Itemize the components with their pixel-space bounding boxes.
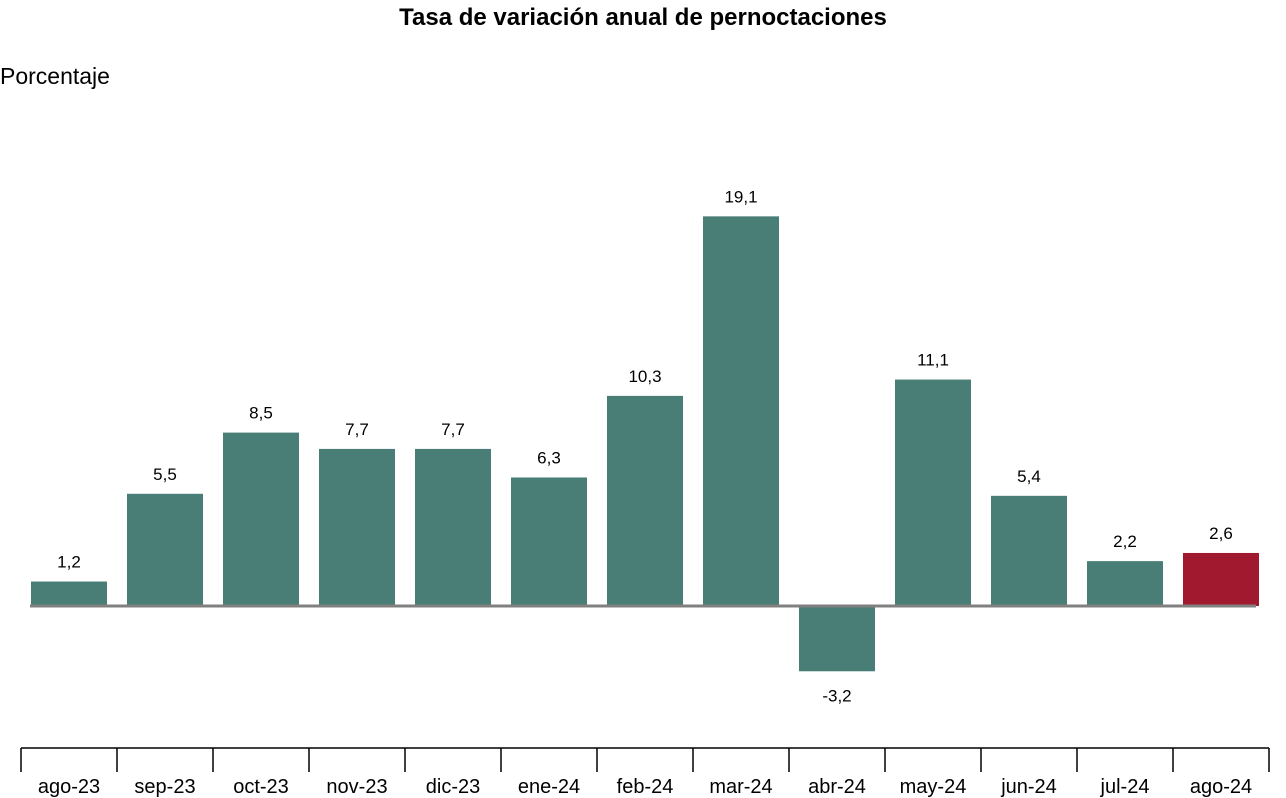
data-label: 7,7 xyxy=(441,420,465,439)
bar xyxy=(511,477,587,606)
x-tick-label: nov-23 xyxy=(326,776,387,798)
x-tick-label: may-24 xyxy=(900,776,967,798)
data-label: 11,1 xyxy=(917,351,949,370)
x-tick-label: ene-24 xyxy=(518,776,580,798)
data-label: 19,1 xyxy=(724,187,757,206)
x-tick-label: sep-23 xyxy=(134,776,195,798)
data-label: 10,3 xyxy=(628,367,661,386)
data-label: 7,7 xyxy=(345,420,369,439)
bar xyxy=(127,493,203,606)
x-tick-label: jul-24 xyxy=(1100,776,1150,798)
data-label: 1,2 xyxy=(57,553,81,572)
bar xyxy=(1183,552,1259,606)
value-labels-group: 1,2 5,5 8,5 7,7 7,7 6,3 10,3 19,1 -3,2 11,1 5,4 2,2… xyxy=(57,187,1233,705)
x-tick-label: ago-23 xyxy=(38,776,100,798)
bar xyxy=(1087,561,1163,606)
bars-group xyxy=(31,216,1259,672)
data-label: 2,2 xyxy=(1113,532,1137,551)
x-tick-label: mar-24 xyxy=(709,776,772,798)
data-label: -3,2 xyxy=(822,686,851,705)
data-label: 8,5 xyxy=(249,404,273,423)
x-tick-label: feb-24 xyxy=(617,776,674,798)
bar xyxy=(703,216,779,607)
x-tick-label: oct-23 xyxy=(233,776,289,798)
data-label: 5,5 xyxy=(153,465,177,484)
data-label: 6,3 xyxy=(537,448,561,467)
chart-title: Tasa de variación anual de pernoctacione… xyxy=(399,4,887,31)
x-tick-label: ago-24 xyxy=(1190,776,1252,798)
bar xyxy=(991,495,1067,606)
x-tick-label: jun-24 xyxy=(1000,776,1057,798)
bar xyxy=(223,432,299,606)
data-label: 5,4 xyxy=(1017,467,1041,486)
y-axis-label: Porcentaje xyxy=(0,63,110,89)
bar xyxy=(895,379,971,606)
bar xyxy=(31,581,107,606)
x-tick-label: dic-23 xyxy=(426,776,480,798)
x-tick-label: abr-24 xyxy=(808,776,866,798)
bar xyxy=(799,606,875,672)
x-axis: ago-23 sep-23 oct-23 nov-23 dic-23 ene-24 feb-… xyxy=(20,747,1270,798)
data-label: 2,6 xyxy=(1209,524,1233,543)
bar xyxy=(415,448,491,606)
bar xyxy=(607,395,683,606)
bar xyxy=(319,448,395,606)
